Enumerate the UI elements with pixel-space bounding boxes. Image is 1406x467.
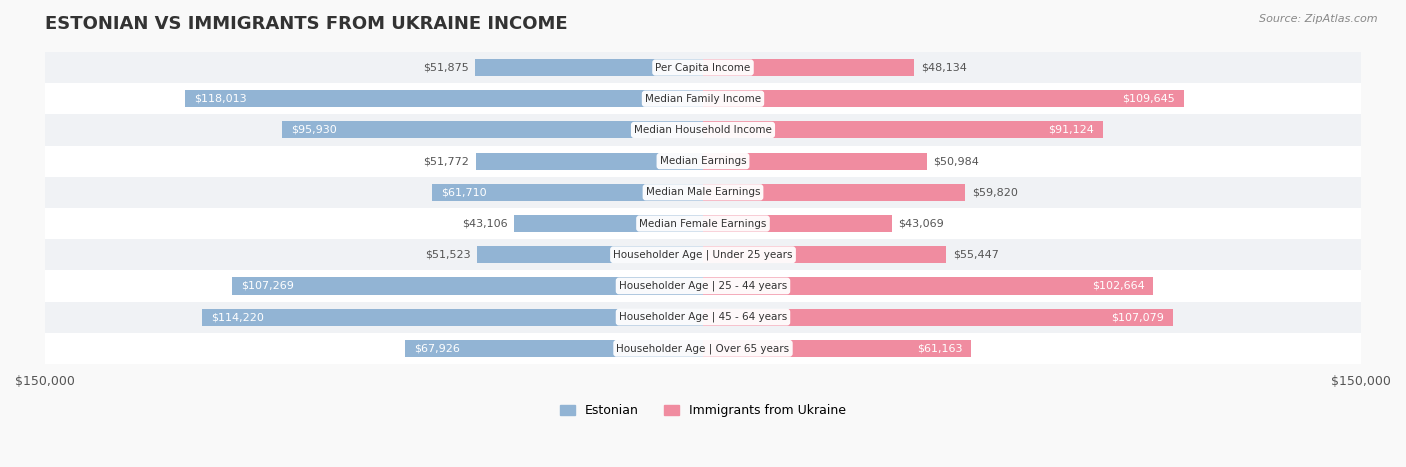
Bar xyxy=(432,184,703,201)
Text: $51,523: $51,523 xyxy=(425,250,471,260)
Bar xyxy=(45,208,1361,239)
Bar xyxy=(186,90,703,107)
Bar xyxy=(703,246,946,263)
Text: $61,710: $61,710 xyxy=(441,187,486,198)
Bar xyxy=(45,177,1361,208)
Text: $50,984: $50,984 xyxy=(934,156,979,166)
Bar xyxy=(45,239,1361,270)
Text: Householder Age | Over 65 years: Householder Age | Over 65 years xyxy=(616,343,790,354)
Text: Householder Age | 25 - 44 years: Householder Age | 25 - 44 years xyxy=(619,281,787,291)
Bar xyxy=(703,184,966,201)
Bar xyxy=(45,146,1361,177)
Text: $61,163: $61,163 xyxy=(917,343,963,354)
Bar xyxy=(513,215,703,232)
Text: ESTONIAN VS IMMIGRANTS FROM UKRAINE INCOME: ESTONIAN VS IMMIGRANTS FROM UKRAINE INCO… xyxy=(45,15,568,33)
Bar xyxy=(283,121,703,139)
Bar xyxy=(45,52,1361,83)
Text: Householder Age | Under 25 years: Householder Age | Under 25 years xyxy=(613,249,793,260)
Text: $102,664: $102,664 xyxy=(1092,281,1144,291)
Text: $91,124: $91,124 xyxy=(1047,125,1094,135)
Text: $43,106: $43,106 xyxy=(461,219,508,228)
Text: Median Family Income: Median Family Income xyxy=(645,94,761,104)
Text: $67,926: $67,926 xyxy=(413,343,460,354)
Text: Per Capita Income: Per Capita Income xyxy=(655,63,751,72)
Bar xyxy=(45,270,1361,302)
Text: $118,013: $118,013 xyxy=(194,94,246,104)
Bar xyxy=(45,83,1361,114)
Text: $95,930: $95,930 xyxy=(291,125,336,135)
Bar xyxy=(45,114,1361,146)
Text: $114,220: $114,220 xyxy=(211,312,263,322)
Bar xyxy=(703,59,914,76)
Bar xyxy=(477,246,703,263)
Text: Median Earnings: Median Earnings xyxy=(659,156,747,166)
Text: $43,069: $43,069 xyxy=(898,219,945,228)
Bar xyxy=(703,277,1153,295)
Text: $55,447: $55,447 xyxy=(953,250,998,260)
Text: Median Female Earnings: Median Female Earnings xyxy=(640,219,766,228)
Legend: Estonian, Immigrants from Ukraine: Estonian, Immigrants from Ukraine xyxy=(555,399,851,422)
Bar xyxy=(45,302,1361,333)
Bar xyxy=(232,277,703,295)
Text: Median Household Income: Median Household Income xyxy=(634,125,772,135)
Bar xyxy=(703,90,1184,107)
Bar xyxy=(202,309,703,325)
Bar xyxy=(475,153,703,170)
Text: $51,772: $51,772 xyxy=(423,156,470,166)
Text: $51,875: $51,875 xyxy=(423,63,468,72)
Text: Householder Age | 45 - 64 years: Householder Age | 45 - 64 years xyxy=(619,312,787,322)
Text: $59,820: $59,820 xyxy=(972,187,1018,198)
Text: Median Male Earnings: Median Male Earnings xyxy=(645,187,761,198)
Bar xyxy=(45,333,1361,364)
Text: $48,134: $48,134 xyxy=(921,63,966,72)
Text: $107,079: $107,079 xyxy=(1111,312,1164,322)
Bar xyxy=(405,340,703,357)
Text: $109,645: $109,645 xyxy=(1122,94,1175,104)
Bar xyxy=(703,153,927,170)
Bar xyxy=(703,340,972,357)
Bar xyxy=(703,121,1102,139)
Text: Source: ZipAtlas.com: Source: ZipAtlas.com xyxy=(1260,14,1378,24)
Bar xyxy=(475,59,703,76)
Text: $107,269: $107,269 xyxy=(242,281,294,291)
Bar xyxy=(703,309,1173,325)
Bar xyxy=(703,215,891,232)
